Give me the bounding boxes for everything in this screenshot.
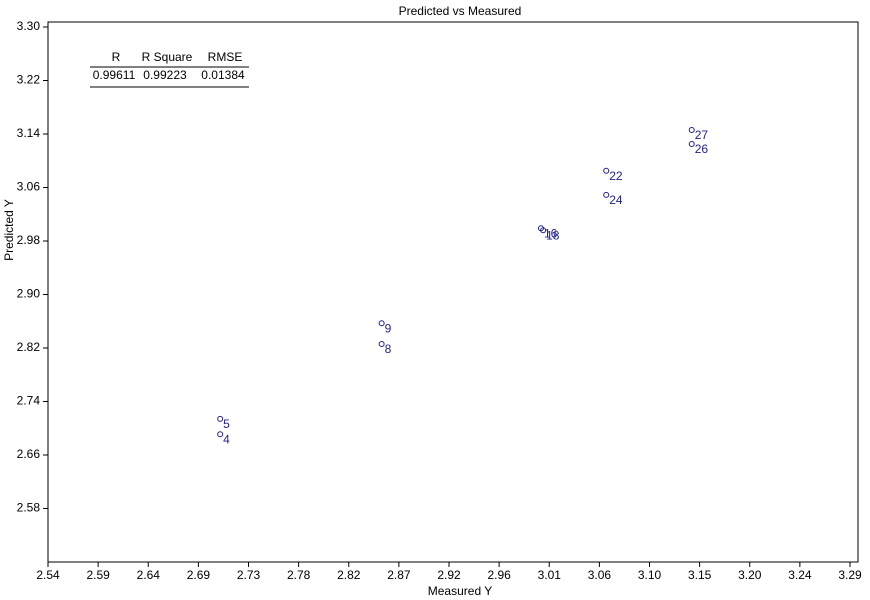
x-tick-label: 3.10 — [638, 568, 662, 582]
y-tick-label: 2.82 — [17, 340, 41, 354]
x-tick-label: 2.54 — [36, 568, 60, 582]
point-label: 27 — [695, 128, 709, 142]
table-header: RMSE — [208, 50, 243, 64]
x-tick-label: 3.29 — [838, 568, 862, 582]
y-tick-label: 3.06 — [17, 180, 41, 194]
x-tick-label: 3.01 — [538, 568, 562, 582]
x-tick-label: 3.06 — [588, 568, 612, 582]
x-axis-label: Measured Y — [428, 584, 492, 598]
table-value: 0.99611 — [93, 68, 136, 82]
table-value: 0.99223 — [143, 68, 187, 82]
y-tick-label: 2.98 — [17, 233, 41, 247]
point-label: 18 — [546, 228, 560, 242]
y-tick-label: 3.30 — [17, 19, 41, 33]
point — [378, 340, 385, 347]
table-header: R Square — [142, 50, 193, 64]
x-tick-label: 2.82 — [337, 568, 361, 582]
y-tick-label: 3.14 — [17, 126, 41, 140]
x-tick-label: 2.69 — [187, 568, 211, 582]
y-tick-label: 2.74 — [17, 394, 41, 408]
x-tick-label: 2.59 — [86, 568, 110, 582]
x-tick-label: 2.64 — [137, 568, 161, 582]
x-tick-label: 3.20 — [738, 568, 762, 582]
x-tick-label: 2.78 — [287, 568, 311, 582]
point-label: 9 — [385, 321, 392, 335]
table-value: 0.01384 — [201, 68, 245, 82]
y-tick-label: 2.58 — [17, 501, 41, 515]
y-tick-label: 2.90 — [17, 287, 41, 301]
point — [540, 227, 547, 234]
x-tick-label: 3.15 — [688, 568, 712, 582]
table-header: R — [112, 50, 121, 64]
point-label: 22 — [609, 169, 623, 183]
plot-frame — [47, 21, 859, 563]
point — [378, 320, 385, 327]
point — [688, 141, 695, 148]
x-tick-label: 2.92 — [437, 568, 461, 582]
point-label: 5 — [223, 417, 230, 431]
chart-title: Predicted vs Measured — [399, 4, 522, 18]
x-tick-label: 3.24 — [788, 568, 812, 582]
x-tick-label: 2.87 — [387, 568, 411, 582]
point-label: 4 — [223, 432, 230, 446]
y-tick-label: 2.66 — [17, 447, 41, 461]
point — [217, 415, 224, 422]
y-axis-label: Predicted Y — [2, 199, 16, 261]
y-tick-label: 3.22 — [17, 73, 41, 87]
point — [217, 431, 224, 438]
x-tick-label: 2.96 — [487, 568, 511, 582]
x-tick-label: 2.73 — [237, 568, 261, 582]
point — [603, 167, 610, 174]
point-label: 8 — [385, 342, 392, 356]
point-label: 26 — [695, 142, 709, 156]
point — [603, 191, 610, 198]
point-label: 16 — [544, 226, 558, 240]
point — [688, 126, 695, 133]
point-label: 24 — [609, 193, 623, 207]
